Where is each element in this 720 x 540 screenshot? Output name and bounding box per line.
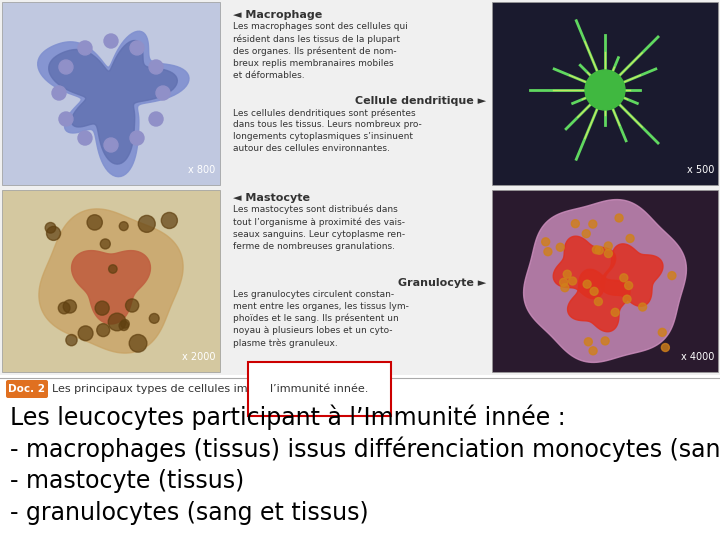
- Polygon shape: [49, 40, 177, 164]
- Circle shape: [78, 41, 92, 55]
- Circle shape: [66, 334, 77, 346]
- Text: - macrophages (tissus) issus différenciation monocytes (sang): - macrophages (tissus) issus différencia…: [10, 437, 720, 462]
- Circle shape: [78, 326, 93, 341]
- Polygon shape: [37, 31, 189, 177]
- Text: Cellule dendritique ►: Cellule dendritique ►: [355, 96, 486, 106]
- Circle shape: [583, 280, 591, 288]
- Circle shape: [58, 302, 70, 314]
- Circle shape: [544, 248, 552, 255]
- Circle shape: [45, 222, 55, 233]
- Text: Doc. 2: Doc. 2: [9, 384, 45, 394]
- Circle shape: [59, 112, 73, 126]
- FancyBboxPatch shape: [6, 380, 48, 398]
- Circle shape: [96, 323, 109, 336]
- Circle shape: [130, 41, 144, 55]
- Circle shape: [589, 220, 597, 228]
- Circle shape: [626, 234, 634, 242]
- Circle shape: [130, 131, 144, 145]
- Circle shape: [593, 246, 600, 254]
- Text: Les cellules dendritiques sont présentes
dans tous les tissus. Leurs nombreux pr: Les cellules dendritiques sont présentes…: [233, 108, 422, 153]
- Circle shape: [149, 60, 163, 74]
- Circle shape: [662, 343, 670, 352]
- Circle shape: [52, 86, 66, 100]
- Polygon shape: [523, 200, 686, 362]
- Circle shape: [620, 274, 628, 282]
- Circle shape: [559, 278, 567, 286]
- Text: x 800: x 800: [188, 165, 215, 175]
- Bar: [2, 190, 220, 372]
- Circle shape: [604, 242, 612, 250]
- Circle shape: [595, 298, 603, 306]
- Circle shape: [87, 215, 102, 230]
- Circle shape: [109, 265, 117, 273]
- Text: Les mastocytes sont distribués dans
tout l’organisme à proximité des vais-
seaux: Les mastocytes sont distribués dans tout…: [233, 205, 405, 251]
- Circle shape: [541, 238, 549, 246]
- Circle shape: [668, 272, 676, 280]
- Text: ◄ Mastocyte: ◄ Mastocyte: [233, 193, 310, 203]
- Polygon shape: [39, 209, 183, 353]
- Circle shape: [78, 131, 92, 145]
- Text: Les macrophages sont des cellules qui
résident dans les tissus de la plupart
des: Les macrophages sont des cellules qui ré…: [233, 22, 408, 79]
- Circle shape: [95, 301, 109, 315]
- Circle shape: [104, 34, 118, 48]
- Circle shape: [625, 281, 633, 289]
- Circle shape: [120, 222, 128, 231]
- Circle shape: [557, 243, 564, 251]
- Circle shape: [47, 226, 60, 240]
- Polygon shape: [567, 269, 630, 332]
- Text: l’immunité innée.: l’immunité innée.: [270, 384, 369, 394]
- Circle shape: [149, 314, 159, 323]
- Circle shape: [125, 299, 139, 312]
- Circle shape: [119, 321, 129, 330]
- Circle shape: [604, 249, 613, 258]
- Circle shape: [585, 338, 593, 346]
- Text: Les leucocytes participant à l’Immunité innée :: Les leucocytes participant à l’Immunité …: [10, 405, 566, 430]
- Text: - granulocytes (sang et tissus): - granulocytes (sang et tissus): [10, 501, 369, 525]
- Circle shape: [108, 313, 126, 331]
- Text: Les granulocytes circulent constan-
ment entre les organes, les tissus lym-
phoï: Les granulocytes circulent constan- ment…: [233, 290, 409, 348]
- Circle shape: [601, 337, 609, 345]
- Circle shape: [615, 214, 623, 222]
- Circle shape: [63, 300, 76, 313]
- Circle shape: [611, 308, 619, 316]
- Polygon shape: [553, 236, 616, 299]
- Text: x 500: x 500: [687, 165, 714, 175]
- Circle shape: [572, 220, 580, 228]
- Text: Les principaux types de cellules impliquées dans: Les principaux types de cellules impliqu…: [52, 384, 328, 394]
- Circle shape: [569, 277, 577, 285]
- Circle shape: [156, 86, 170, 100]
- Text: Granulocyte ►: Granulocyte ►: [397, 278, 486, 288]
- Circle shape: [121, 320, 130, 328]
- Circle shape: [590, 287, 598, 295]
- Circle shape: [129, 334, 147, 352]
- Circle shape: [585, 70, 625, 110]
- Text: x 4000: x 4000: [680, 352, 714, 362]
- Circle shape: [138, 215, 156, 232]
- Circle shape: [623, 295, 631, 303]
- Polygon shape: [71, 251, 150, 324]
- Bar: [0, 0, 720, 375]
- Circle shape: [563, 270, 571, 278]
- Circle shape: [149, 112, 163, 126]
- Text: x 2000: x 2000: [181, 352, 215, 362]
- Circle shape: [161, 212, 177, 228]
- Circle shape: [100, 239, 110, 249]
- Circle shape: [561, 284, 569, 292]
- Circle shape: [59, 60, 73, 74]
- Circle shape: [104, 138, 118, 152]
- Text: - mastocyte (tissus): - mastocyte (tissus): [10, 469, 244, 493]
- Polygon shape: [600, 244, 663, 306]
- Circle shape: [658, 328, 666, 336]
- Text: ◄ Macrophage: ◄ Macrophage: [233, 10, 323, 20]
- Bar: [492, 190, 718, 372]
- Bar: [492, 2, 718, 185]
- Bar: [2, 2, 220, 185]
- Circle shape: [595, 246, 603, 254]
- Circle shape: [639, 303, 647, 311]
- Circle shape: [589, 347, 597, 355]
- Circle shape: [582, 230, 590, 238]
